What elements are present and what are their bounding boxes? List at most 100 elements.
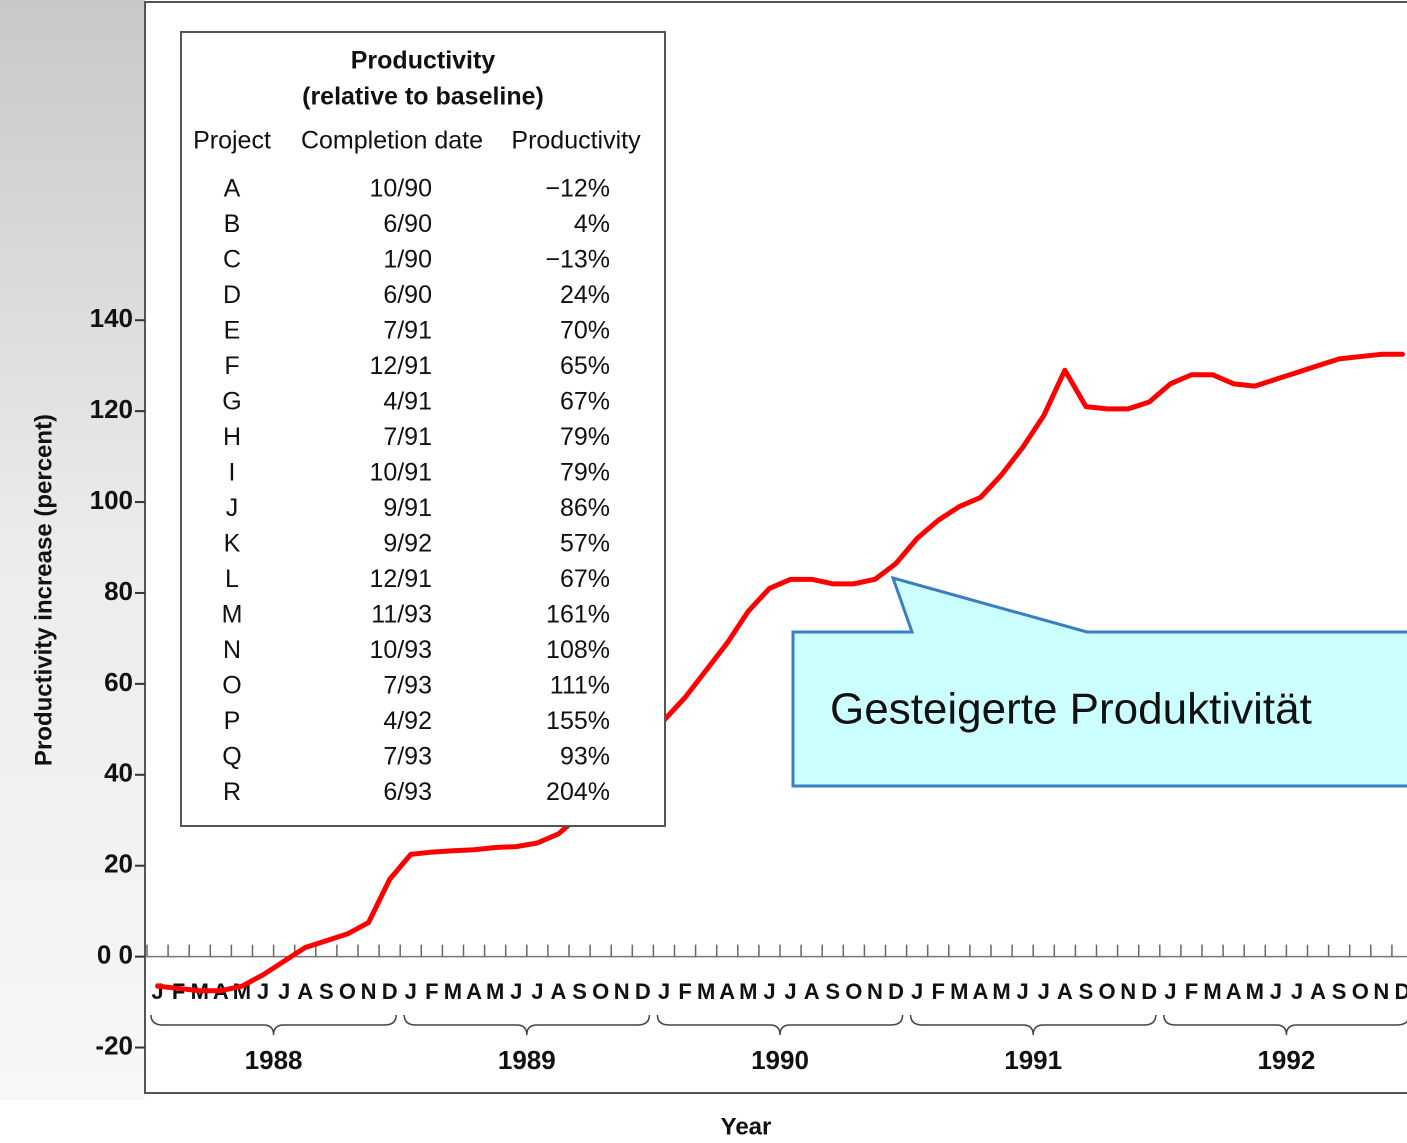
x-tick-label: F <box>172 979 185 1004</box>
table-cell: D <box>223 281 241 309</box>
table-cell: 70% <box>560 317 610 345</box>
table-cell: 7/91 <box>383 317 432 345</box>
table-cell: 204% <box>546 778 610 806</box>
y-tick-label: -20 <box>95 1030 133 1060</box>
x-tick-label: S <box>1332 979 1347 1004</box>
x-tick-label: N <box>614 979 630 1004</box>
x-tick-label: J <box>658 979 670 1004</box>
x-tick-label: O <box>592 979 609 1004</box>
table-cell: 10/90 <box>369 175 432 203</box>
x-tick-label: O <box>1352 979 1369 1004</box>
x-tick-label: M <box>444 979 462 1004</box>
x-tick-label: A <box>551 979 567 1004</box>
x-tick-label: J <box>405 979 417 1004</box>
x-tick-label: J <box>1270 979 1282 1004</box>
table-header: Productivity <box>511 127 641 155</box>
table-cell: −12% <box>545 175 610 203</box>
x-tick-label: M <box>950 979 968 1004</box>
y-axis-label: Productivity increase (percent) <box>30 414 57 766</box>
table-cell: −13% <box>545 246 610 274</box>
table-cell: 7/91 <box>383 423 432 451</box>
x-tick-label: J <box>784 979 796 1004</box>
table-cell: F <box>224 352 239 380</box>
y-tick-label: 80 <box>104 576 133 606</box>
table-cell: 86% <box>560 494 610 522</box>
x-tick-label: J <box>1017 979 1029 1004</box>
x-tick-label: J <box>763 979 775 1004</box>
table-cell: 1/90 <box>383 246 432 274</box>
y-tick-label: 20 <box>104 849 133 879</box>
x-tick-label: D <box>888 979 904 1004</box>
year-label: 1989 <box>498 1045 556 1075</box>
table-cell: 108% <box>546 636 610 664</box>
x-tick-label: A <box>973 979 989 1004</box>
table-cell: 11/93 <box>371 601 432 629</box>
table-cell: 10/91 <box>369 459 432 487</box>
x-tick-label: N <box>1120 979 1136 1004</box>
x-tick-label: A <box>1310 979 1326 1004</box>
x-tick-label: J <box>1038 979 1050 1004</box>
table-cell: 79% <box>560 423 610 451</box>
table-header: Completion date <box>301 127 483 155</box>
x-tick-label: F <box>678 979 691 1004</box>
x-tick-label: N <box>361 979 377 1004</box>
callout-text: Gesteigerte Produktivität <box>830 685 1312 734</box>
x-tick-label: M <box>486 979 504 1004</box>
table-cell: M <box>222 601 243 629</box>
table-cell: B <box>224 210 241 238</box>
table-cell: 10/93 <box>369 636 432 664</box>
x-tick-label: J <box>278 979 290 1004</box>
table-cell: R <box>223 778 241 806</box>
x-tick-label: J <box>151 979 163 1004</box>
x-tick-label: N <box>867 979 883 1004</box>
table-cell: 7/93 <box>383 672 432 700</box>
x-tick-label: F <box>425 979 438 1004</box>
x-tick-label: N <box>1373 979 1389 1004</box>
x-tick-label: S <box>825 979 840 1004</box>
x-tick-label: A <box>719 979 735 1004</box>
x-tick-label: D <box>1141 979 1157 1004</box>
table-cell: C <box>223 246 241 274</box>
year-brace <box>403 1014 651 1036</box>
table-cell: 12/91 <box>369 565 432 593</box>
x-axis-label: Year <box>721 1113 772 1140</box>
x-tick-label: J <box>531 979 543 1004</box>
table-cell: 155% <box>546 707 610 735</box>
data-line <box>155 351 1405 994</box>
year-brace <box>1163 1014 1407 1036</box>
table-cell: Q <box>222 743 241 771</box>
x-tick-label: S <box>319 979 334 1004</box>
table-cell: 6/90 <box>383 281 432 309</box>
table-cell: I <box>229 459 236 487</box>
table-cell: O <box>222 672 241 700</box>
year-label: 1990 <box>751 1045 809 1075</box>
table-cell: 9/92 <box>383 530 432 558</box>
table-cell: K <box>224 530 241 558</box>
x-tick-label: J <box>257 979 269 1004</box>
table-cell: 4% <box>574 210 610 238</box>
year-label: 1991 <box>1004 1045 1062 1075</box>
table-cell: 67% <box>560 565 610 593</box>
x-tick-label: A <box>297 979 313 1004</box>
x-tick-label: M <box>1246 979 1264 1004</box>
y-tick-label: 120 <box>90 394 133 424</box>
x-tick-label: O <box>339 979 356 1004</box>
y-tick-label: 140 <box>90 303 133 333</box>
x-tick-label: M <box>1203 979 1221 1004</box>
x-tick-label: D <box>1395 979 1407 1004</box>
table-cell: 67% <box>560 388 610 416</box>
year-brace <box>656 1014 904 1036</box>
table-cell: E <box>224 317 241 345</box>
table-cell: H <box>223 423 241 451</box>
table-cell: 24% <box>560 281 610 309</box>
table-cell: L <box>225 565 239 593</box>
table-cell: N <box>223 636 241 664</box>
table-cell: 7/93 <box>383 743 432 771</box>
x-tick-label: M <box>697 979 715 1004</box>
table-cell: 6/90 <box>383 210 432 238</box>
x-tick-label: O <box>845 979 862 1004</box>
year-brace <box>150 1014 397 1036</box>
y-tick-label: 0 0 <box>97 940 133 970</box>
x-tick-label: A <box>1057 979 1073 1004</box>
x-tick-label: M <box>992 979 1010 1004</box>
